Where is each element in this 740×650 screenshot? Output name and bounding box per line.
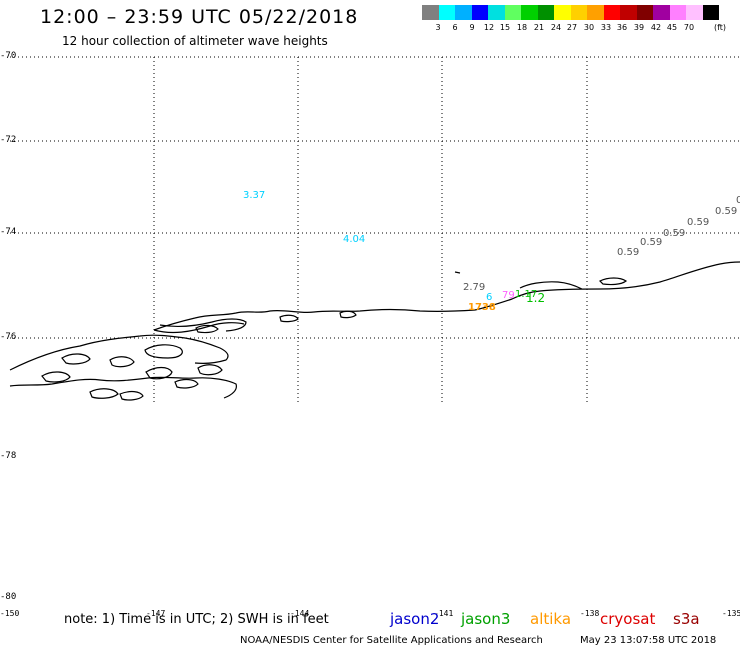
colorbar-label: 15 [499,23,511,32]
colorbar-label: 9 [469,23,475,32]
lat-tick-label: -72 [0,135,17,145]
colorbar-label: 24 [550,23,562,32]
wave-height-label: 0.59 [687,217,709,228]
colorbar-label: 3 [435,23,441,32]
colorbar-swatch [521,5,538,20]
island-8 [174,378,199,389]
lon-tick-label: -150 [0,609,20,618]
wave-height-label: 2.79 [463,282,485,293]
colorbar-label: 39 [633,23,645,32]
satellite-legend-jason3: jason3 [461,610,511,628]
colorbar-swatch [504,5,521,20]
colorbar-swatch [554,5,571,20]
colorbar-label: 33 [600,23,612,32]
island-2 [145,366,173,380]
map-subtitle: 12 hour collection of altimeter wave hei… [62,34,328,48]
coastline [9,261,740,401]
wave-height-label: 6 [486,292,492,303]
graticule [10,56,740,405]
wave-height-label: 0.59 [736,195,740,206]
island-13 [598,277,628,286]
colorbar-swatch [669,5,686,20]
wave-height-label: 3.37 [243,190,265,201]
lat-tick-label: -78 [0,451,17,461]
satellite-legend-altika: altika [530,610,572,628]
island-10 [195,324,219,334]
satellite-legend-s3a: s3a [673,610,700,628]
wave-height-label: 79 [502,290,515,301]
lon-tick-label: -147 [146,609,166,618]
bay-outline-2 [159,318,247,332]
colorbar-label: 12 [483,23,495,32]
colorbar-swatch [636,5,653,20]
colorbar-label: 18 [516,23,528,32]
colorbar-swatch [653,5,670,20]
peninsula-south [9,376,237,399]
ice-edge-dot [454,271,461,274]
ice-shelf-edge [153,261,740,331]
island-3 [109,356,135,368]
lon-tick-label: -141 [434,609,454,618]
colorbar-swatch [471,5,488,20]
colorbar-swatch [603,5,620,20]
wave-height-label: 1.17 [515,289,537,300]
colorbar-label: 42 [650,23,662,32]
island-7 [119,390,144,401]
island-4 [41,371,71,383]
lat-tick-label: -80 [0,592,17,602]
footer-timestamp: May 23 13:07:58 UTC 2018 [580,635,717,646]
colorbar-swatch [537,5,554,20]
colorbar-swatch [422,5,439,20]
lon-tick-label: -138 [580,609,600,618]
lat-tick-label: -76 [0,332,17,342]
wave-height-label: 0.59 [640,237,662,248]
island-12 [339,310,357,319]
colorbar-swatch [587,5,604,20]
colorbar-label: 36 [616,23,628,32]
island-9 [61,353,91,365]
colorbar-label: 70 [683,23,695,32]
satellite-legend-jason2: jason2 [390,610,440,628]
wave-height-label: 0.59 [663,228,685,239]
peninsula-west [9,334,229,371]
colorbar-swatch [570,5,587,20]
colorbar-label: 30 [583,23,595,32]
colorbar-label: 6 [452,23,458,32]
island-11 [279,314,299,323]
ice-tongue [519,281,583,290]
colorbar-label: 45 [666,23,678,32]
lat-tick-label: -70 [0,51,17,61]
colorbar-swatch [488,5,505,20]
lon-tick-label: -144 [290,609,310,618]
wave-height-colorbar [422,5,719,20]
colorbar-swatch [702,5,719,20]
wave-height-label: 0.59 [715,206,737,217]
wave-height-label: 0.59 [617,247,639,258]
colorbar-swatch [686,5,703,20]
lat-tick-label: -74 [0,227,17,237]
colorbar-swatch [438,5,455,20]
wave-height-label: 4.04 [343,234,365,245]
footer-credit: NOAA/NESDIS Center for Satellite Applica… [240,635,543,646]
satellite-legend-cryosat: cryosat [600,610,656,628]
wave-height-label: 1.2 [526,291,545,305]
colorbar-swatch [455,5,472,20]
wave-height-label: 1738 [468,302,496,313]
colorbar-label: 27 [566,23,578,32]
island-6 [197,364,223,376]
wave-height-labels: 3.374.042.790.590.590.590.590.590.596791… [243,190,740,313]
map-title: 12:00 – 23:59 UTC 05/22/2018 [40,6,359,28]
note-text: note: 1) Time is in UTC; 2) SWH is in fe… [64,612,329,627]
colorbar-label: 21 [533,23,545,32]
colorbar-label: (ft) [713,23,727,32]
island-1 [144,344,183,359]
colorbar-swatch [620,5,637,20]
island-5 [89,388,119,399]
lon-tick-label: -135 [722,609,740,618]
